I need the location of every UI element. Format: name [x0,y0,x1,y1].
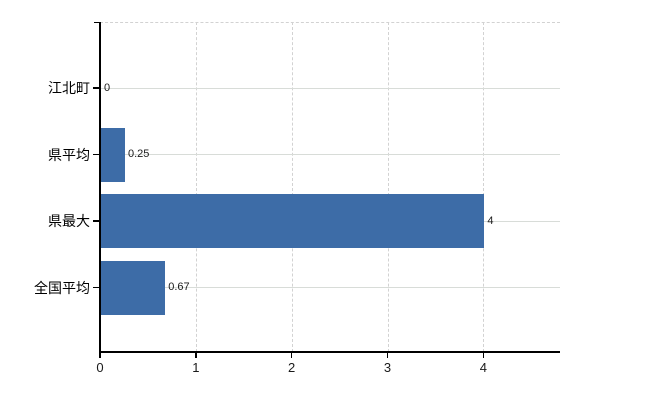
x-axis-tick-mark [290,352,293,358]
bar [101,127,125,182]
bar [101,260,166,315]
x-axis-tick-label: 3 [383,360,392,375]
x-axis-tick-mark [482,352,485,358]
category-label: 県平均 [48,146,90,163]
x-axis-line [99,351,560,353]
plot-top-border [100,22,560,23]
y-axis-line [99,22,101,353]
x-axis-tick-label: 0 [96,360,104,375]
vertical-gridline [483,22,485,352]
y-axis-tick-mark [93,286,100,289]
x-axis-tick-label: 2 [288,360,296,375]
bar-value-label: 0.67 [168,281,190,293]
horizontal-gridline [100,287,560,288]
bar [101,194,485,248]
horizontal-gridline [100,87,560,89]
y-axis-tick-mark [93,153,100,156]
y-axis-tick-mark [93,220,100,222]
x-axis-tick-mark [195,352,197,358]
y-axis-end-tick-mark [94,21,100,23]
x-axis-tick-label: 1 [192,360,200,375]
bar-value-label: 4 [487,214,494,227]
vertical-gridline [195,22,197,352]
x-axis-tick-mark [99,352,101,358]
horizontal-gridline [100,154,560,155]
x-axis-tick-label: 4 [479,360,487,375]
bar-value-label: 0 [104,81,111,94]
y-axis-tick-mark [93,87,100,89]
bar-value-label: 0.25 [127,148,150,160]
vertical-gridline [291,22,293,352]
vertical-gridline [387,22,389,352]
category-label: 県最大 [48,213,90,229]
category-label: 江北町 [48,80,90,96]
category-label: 全国平均 [34,279,90,296]
x-axis-tick-mark [386,352,389,358]
